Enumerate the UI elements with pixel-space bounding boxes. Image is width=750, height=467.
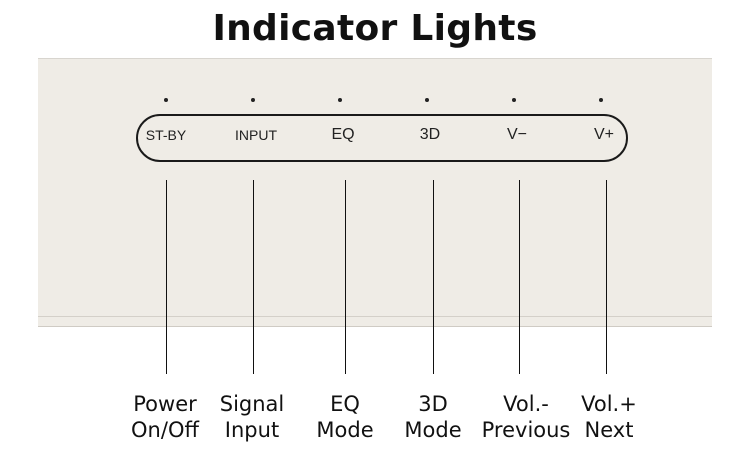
caption-vol-up-line2: Next [584,418,634,442]
indicator-dot-eq [338,98,342,102]
leader-line-vol-down [519,180,520,374]
button-label-input: INPUT [235,127,277,143]
button-label-vol-down: V− [506,126,527,143]
caption-standby-line2: On/Off [131,418,199,442]
indicator-dot-vol-up [599,98,603,102]
indicator-dot-vol-down [512,98,516,102]
indicator-dot-standby [164,98,168,102]
caption-vol-down: Vol.- Previous [476,391,576,443]
button-label-3d: 3D [419,126,441,143]
button-label-vol-up: V+ [593,126,614,143]
caption-vol-up-line1: Vol.+ [581,392,637,416]
caption-vol-up: Vol.+ Next [559,391,659,443]
button-label-eq: EQ [331,126,355,143]
leader-line-input [253,180,254,374]
caption-input-line2: Input [224,418,280,442]
button-label-standby: ST-BY [145,127,187,143]
device-panel [38,58,712,327]
leader-line-eq [345,180,346,374]
caption-vol-down-line2: Previous [481,418,571,442]
leader-line-3d [433,180,434,374]
caption-standby: Power On/Off [115,391,215,443]
leader-line-standby [166,180,167,374]
caption-3d-line2: Mode [404,418,462,442]
caption-input: Signal Input [202,391,302,443]
caption-vol-down-line1: Vol.- [503,392,549,416]
caption-standby-line1: Power [133,392,197,416]
caption-3d: 3D Mode [383,391,483,443]
leader-line-vol-up [606,180,607,374]
caption-eq-line1: EQ [330,392,360,416]
indicator-dot-input [251,98,255,102]
caption-input-line1: Signal [219,392,285,416]
caption-eq: EQ Mode [295,391,395,443]
button-strip-outline [136,114,628,162]
page-title: Indicator Lights [212,8,538,49]
caption-3d-line1: 3D [418,392,448,416]
indicator-dot-3d [425,98,429,102]
caption-eq-line2: Mode [316,418,374,442]
panel-divider [38,316,712,317]
